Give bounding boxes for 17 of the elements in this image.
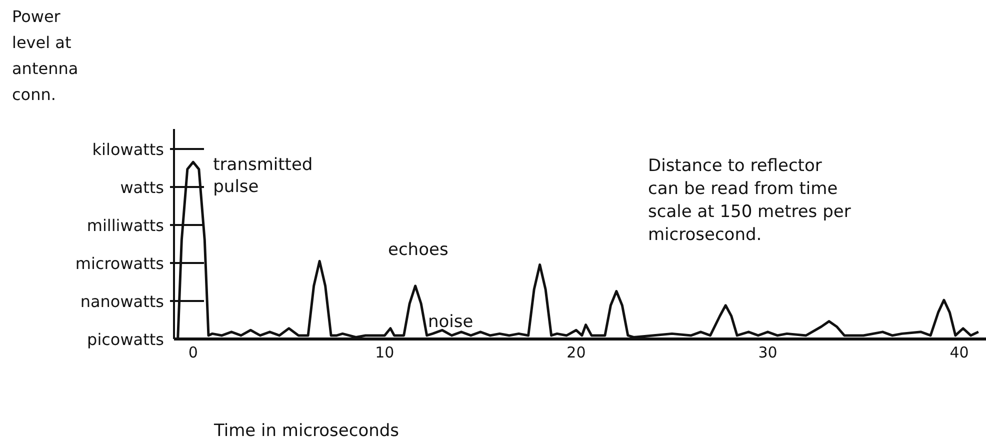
annotation: Distance to reflector can be read from time scale at 150 metres per microsecond. xyxy=(648,156,851,245)
x-tick-label: 20 xyxy=(566,344,586,362)
x-tick-label: 10 xyxy=(375,344,394,362)
x-tick-label: 0 xyxy=(188,344,198,362)
x-tick-label: 40 xyxy=(950,344,969,362)
text: Power level at antenna conn. xyxy=(12,7,78,104)
annotation: noise xyxy=(428,312,474,332)
annotation: echoes xyxy=(388,240,448,260)
text: nanowatts xyxy=(80,292,164,311)
text: microwatts xyxy=(75,254,164,273)
text: milliwatts xyxy=(86,216,164,235)
x-axis-title: Time in microseconds xyxy=(213,421,400,441)
annotation: transmitted pulse xyxy=(213,155,313,198)
text: kilowatts xyxy=(92,140,164,159)
x-tick-label: 30 xyxy=(758,344,778,362)
text: watts xyxy=(120,178,164,197)
text: picowatts xyxy=(87,330,164,349)
